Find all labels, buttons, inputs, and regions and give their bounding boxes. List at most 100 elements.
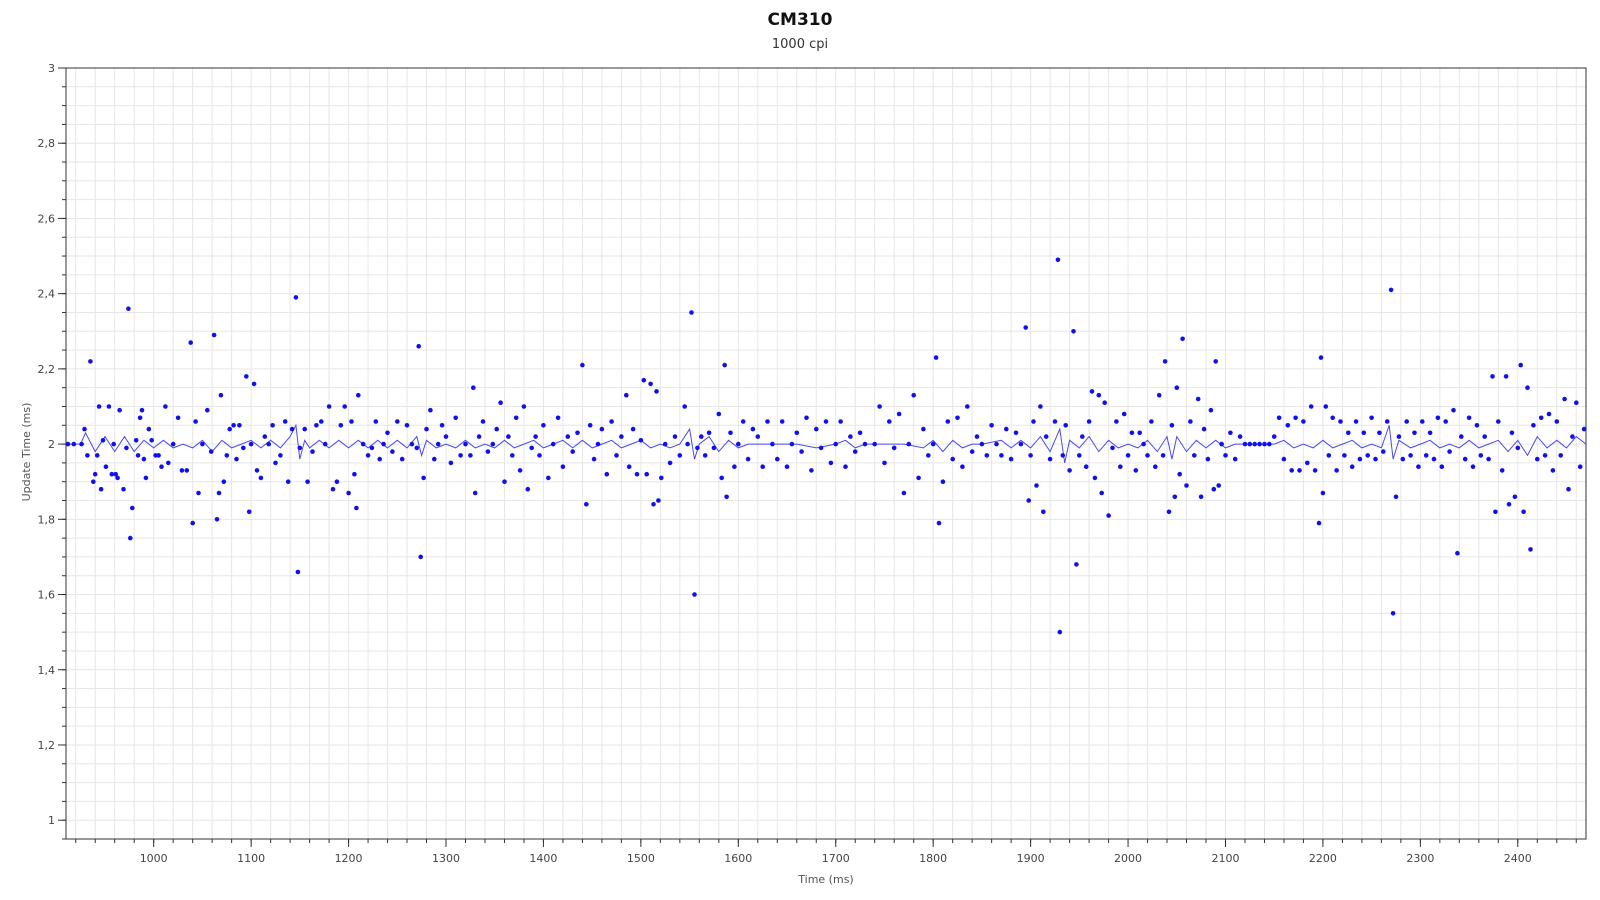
data-point [770, 441, 775, 447]
data-point [1396, 434, 1402, 439]
data-point [891, 445, 897, 451]
data-point [533, 434, 538, 439]
data-point [1554, 419, 1560, 424]
data-point [143, 475, 149, 481]
data-point [1525, 385, 1530, 391]
data-point [1096, 392, 1102, 398]
data-point [565, 434, 571, 439]
data-point [1459, 434, 1464, 439]
data-point [654, 389, 659, 394]
data-point [211, 332, 217, 338]
data-point [1080, 434, 1085, 439]
data-point [1008, 456, 1014, 462]
data-point [302, 426, 308, 432]
data-point [1160, 453, 1166, 458]
data-point [468, 453, 473, 458]
data-point [1373, 456, 1378, 462]
data-point [1137, 430, 1142, 436]
data-point [624, 392, 629, 398]
data-point [369, 445, 375, 451]
data-point [179, 468, 185, 473]
data-point [227, 426, 232, 432]
data-point [289, 426, 295, 432]
data-point [555, 415, 561, 421]
data-point [887, 419, 892, 424]
data-point [1201, 426, 1207, 432]
data-point [546, 475, 551, 481]
data-point [901, 490, 907, 496]
x-tick-label: 2100 [1211, 852, 1239, 865]
data-point [71, 441, 77, 447]
data-point [1496, 419, 1501, 424]
data-point [614, 453, 619, 458]
data-point [716, 411, 722, 417]
data-point [453, 415, 459, 421]
data-point [828, 460, 834, 466]
data-point [1542, 453, 1548, 458]
data-point [965, 404, 970, 409]
data-point [862, 441, 868, 447]
data-point [882, 460, 887, 466]
data-point [1338, 419, 1343, 424]
data-point [843, 464, 848, 470]
x-tick-label: 1900 [1017, 852, 1045, 865]
data-point [1451, 407, 1456, 413]
data-point [506, 434, 511, 439]
data-point [755, 434, 761, 439]
data-point [1503, 374, 1509, 379]
data-point [1099, 490, 1104, 496]
data-point [682, 404, 687, 409]
data-point [218, 392, 224, 398]
data-point [940, 479, 946, 485]
data-point [699, 434, 704, 439]
data-point [936, 520, 942, 526]
data-point [1393, 494, 1399, 500]
data-point [595, 441, 601, 447]
data-point [251, 381, 257, 387]
data-point [1323, 404, 1329, 409]
data-point [330, 486, 336, 492]
data-point [113, 471, 118, 477]
data-point [609, 419, 614, 424]
data-point [599, 426, 605, 432]
data-point [587, 423, 593, 428]
data-point [1384, 419, 1390, 424]
data-point [659, 475, 664, 481]
data-point [1289, 468, 1294, 473]
data-point [1083, 464, 1089, 470]
y-axis-title: Update Time (ms) [20, 403, 33, 502]
data-point [1031, 419, 1036, 424]
data-point [82, 426, 87, 432]
y-tick-label: 1 [48, 814, 55, 827]
data-point [109, 471, 115, 477]
data-point [1482, 434, 1487, 439]
data-point [471, 385, 476, 391]
data-point [1346, 430, 1351, 436]
data-point [1169, 423, 1175, 428]
data-point [1067, 468, 1072, 473]
data-point [1237, 434, 1243, 439]
data-point [1281, 456, 1287, 462]
data-point [896, 411, 902, 417]
data-point [872, 441, 877, 447]
y-tick-label: 3 [48, 62, 55, 75]
data-point [149, 438, 154, 443]
data-point [1213, 359, 1218, 364]
data-point [1242, 441, 1248, 447]
data-point [208, 449, 214, 454]
data-point [1305, 460, 1310, 466]
data-point [121, 486, 126, 492]
x-tick-label: 1600 [724, 852, 752, 865]
data-point [241, 445, 246, 451]
data-point [96, 404, 102, 409]
data-point [641, 377, 647, 383]
data-point [626, 464, 632, 470]
data-point [974, 434, 980, 439]
data-point [911, 392, 916, 398]
data-point [728, 430, 733, 436]
data-point [672, 434, 678, 439]
data-point [537, 453, 542, 458]
data-point [310, 449, 315, 454]
data-point [677, 453, 683, 458]
data-point [1521, 509, 1526, 515]
